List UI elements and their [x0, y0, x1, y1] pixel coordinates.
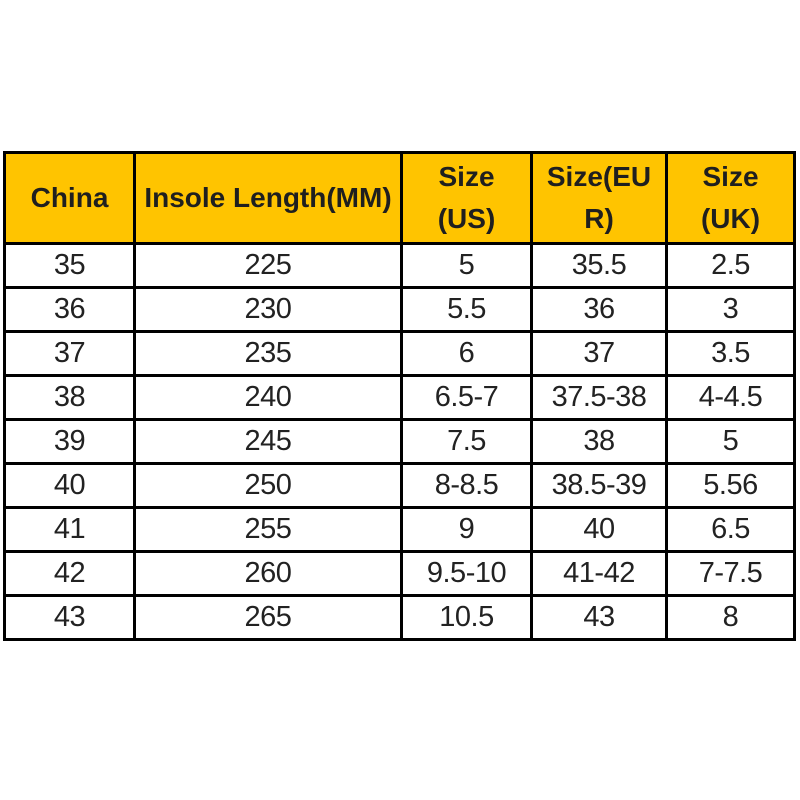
- cell-insole: 260: [133, 550, 403, 597]
- cell-insole: 240: [133, 374, 403, 421]
- header-line: R): [584, 203, 614, 234]
- cell-size-eur: 36: [530, 286, 668, 333]
- size-conversion-table: China Insole Length(MM) Size (US) Size(E…: [3, 151, 796, 641]
- cell-china: 42: [3, 550, 136, 597]
- cell-size-us: 9.5-10: [400, 550, 533, 597]
- header-cell-china: China: [3, 151, 136, 245]
- cell-china: 41: [3, 506, 136, 553]
- cell-insole: 230: [133, 286, 403, 333]
- cell-china: 37: [3, 330, 136, 377]
- cell-size-uk: 3.5: [665, 330, 796, 377]
- cell-size-us: 10.5: [400, 594, 533, 641]
- table-row: 38 240 6.5-7 37.5-38 4-4.5: [3, 374, 796, 421]
- cell-size-uk: 7-7.5: [665, 550, 796, 597]
- cell-china: 43: [3, 594, 136, 641]
- table-row: 37 235 6 37 3.5: [3, 330, 796, 377]
- header-cell-size-uk: Size (UK): [665, 151, 796, 245]
- table-header: China Insole Length(MM) Size (US) Size(E…: [3, 151, 796, 245]
- header-cell-size-eur: Size(EU R): [530, 151, 668, 245]
- cell-size-eur: 41-42: [530, 550, 668, 597]
- header-cell-size-us: Size (US): [400, 151, 533, 245]
- cell-china: 35: [3, 242, 136, 289]
- cell-insole: 235: [133, 330, 403, 377]
- cell-size-eur: 37.5-38: [530, 374, 668, 421]
- cell-size-uk: 6.5: [665, 506, 796, 553]
- header-line: (US): [437, 203, 496, 234]
- header-line: Size: [702, 161, 759, 192]
- cell-insole: 265: [133, 594, 403, 641]
- cell-china: 40: [3, 462, 136, 509]
- cell-size-uk: 2.5: [665, 242, 796, 289]
- cell-size-eur: 43: [530, 594, 668, 641]
- header-line: Insole Length(MM): [144, 182, 392, 213]
- cell-size-us: 6: [400, 330, 533, 377]
- cell-size-uk: 4-4.5: [665, 374, 796, 421]
- cell-size-eur: 37: [530, 330, 668, 377]
- cell-size-eur: 38: [530, 418, 668, 465]
- header-line: (UK): [700, 203, 761, 234]
- table-row: 39 245 7.5 38 5: [3, 418, 796, 465]
- cell-insole: 255: [133, 506, 403, 553]
- cell-size-uk: 5: [665, 418, 796, 465]
- cell-size-us: 9: [400, 506, 533, 553]
- cell-insole: 250: [133, 462, 403, 509]
- cell-size-us: 5.5: [400, 286, 533, 333]
- table-row: 43 265 10.5 43 8: [3, 594, 796, 641]
- header-cell-insole-length: Insole Length(MM): [133, 151, 403, 245]
- cell-size-eur: 38.5-39: [530, 462, 668, 509]
- cell-size-uk: 8: [665, 594, 796, 641]
- cell-china: 39: [3, 418, 136, 465]
- cell-size-uk: 3: [665, 286, 796, 333]
- cell-size-eur: 40: [530, 506, 668, 553]
- cell-insole: 245: [133, 418, 403, 465]
- cell-size-us: 8-8.5: [400, 462, 533, 509]
- table-body: 35 225 5 35.5 2.5 36 230 5.5 36 3 37 235…: [3, 242, 796, 641]
- table-row: 36 230 5.5 36 3: [3, 286, 796, 333]
- cell-size-us: 7.5: [400, 418, 533, 465]
- cell-size-eur: 35.5: [530, 242, 668, 289]
- cell-insole: 225: [133, 242, 403, 289]
- cell-size-us: 5: [400, 242, 533, 289]
- cell-size-uk: 5.56: [665, 462, 796, 509]
- header-line: Size: [438, 161, 495, 192]
- cell-size-us: 6.5-7: [400, 374, 533, 421]
- header-line: Size(EU: [546, 161, 652, 192]
- table-row: 42 260 9.5-10 41-42 7-7.5: [3, 550, 796, 597]
- header-line: China: [30, 182, 109, 213]
- cell-china: 36: [3, 286, 136, 333]
- table-row: 40 250 8-8.5 38.5-39 5.56: [3, 462, 796, 509]
- cell-china: 38: [3, 374, 136, 421]
- table-row: 35 225 5 35.5 2.5: [3, 242, 796, 289]
- header-row: China Insole Length(MM) Size (US) Size(E…: [3, 151, 796, 245]
- table-row: 41 255 9 40 6.5: [3, 506, 796, 553]
